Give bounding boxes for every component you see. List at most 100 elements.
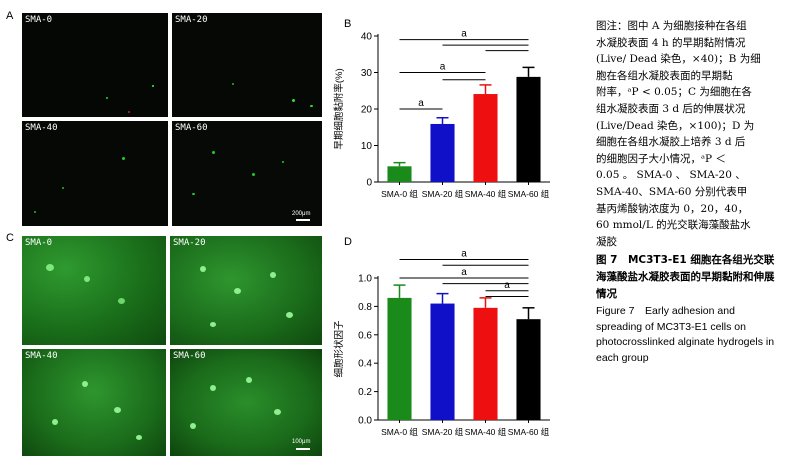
caption-line: 组水凝胶表面 3 d 后的伸展状况 [596,102,746,115]
micrograph-label: SMA-0 [25,238,53,248]
x-tick-label: SMA-0 组 [381,427,418,437]
caption-line: (Live/Dead 染色，×100)；D 为 [596,119,755,132]
cell-cluster [52,419,58,425]
scale-bar [296,219,310,221]
micrograph-label: SMA-0 [25,15,53,25]
panel-b-letter: B [344,18,352,30]
caption-line: 基丙烯酸钠浓度为 0，20，40， [596,202,749,215]
cell-cluster [246,377,252,383]
bar [430,303,455,420]
caption-line: 胞在各组水凝胶表面的早期黏 [596,69,733,82]
micrograph-a-sma20: SMA-20 [172,13,322,117]
caption-line: (Live/ Dead 染色，×40)；B 为细 [596,53,761,66]
micrograph-a-sma0: SMA-0 [22,13,168,117]
significance-label: a [461,249,467,260]
caption-line: 水凝胶表面 4 h 的早期黏附情况 [596,36,746,49]
micrograph-a-sma40: SMA-40 [22,121,168,226]
cell-dot [310,105,313,107]
cell-cluster [82,381,88,387]
cell-dot [128,111,130,113]
y-tick-label: 10 [361,141,373,152]
caption-line: 附率，ᵃP < 0.05；C 为细胞在各 [596,86,752,99]
panel-a-letter: A [6,10,14,22]
significance-label: a [461,267,467,278]
figure-title-chinese: 图 7 MC3T3-E1 细胞在各组光交联海藻酸盐水凝胶表面的早期黏附和伸展情况 [596,254,775,300]
caption-line: SMA-40、SMA-60 分别代表甲 [596,185,748,198]
cell-dot [212,151,215,154]
figure-caption: 图注：图中 A 为细胞接种在各组 水凝胶表面 4 h 的早期黏附情况 (Live… [596,18,778,366]
caption-line: 的细胞因子大小情况，ᵃP ＜ [596,152,726,165]
y-tick-label: 0.0 [358,416,372,427]
x-tick-label: SMA-40 组 [465,189,507,199]
micrograph-c-sma20: SMA-20 [170,236,322,345]
y-axis-label: 细胞形状因子 [333,320,345,378]
micrograph-label: SMA-20 [173,238,206,248]
cell-cluster [234,288,241,294]
cell-cluster [46,264,54,271]
bar [516,76,541,182]
y-tick-label: 30 [361,68,373,79]
cell-dot [62,187,64,189]
cell-cluster [114,407,121,413]
cell-dot [152,85,154,87]
cell-dot [122,157,125,160]
micrograph-label: SMA-40 [25,123,58,133]
y-tick-label: 0.4 [358,359,372,370]
significance-label: a [440,62,446,73]
y-tick-label: 0.6 [358,330,372,341]
cell-dot [192,193,195,195]
bar [387,166,412,182]
chart-b-early-adhesion-rate: 0 10 20 30 40 早期细胞黏附率(%) SMA-0 组 SMA-20 组 SMA-40… [333,29,550,199]
cell-dot [106,97,108,99]
scale-bar [296,448,310,450]
y-axis-label: 早期细胞黏附率(%) [333,68,345,149]
bar [473,94,498,182]
panel-c-letter: C [6,232,14,244]
y-tick-label: 0.2 [358,387,372,398]
cell-dot [292,99,295,102]
cell-dot [34,211,36,213]
x-tick-label: SMA-60 组 [508,189,550,199]
y-tick-label: 0.8 [358,302,372,313]
significance-label: a [461,29,467,40]
caption-line: 图注：图中 A 为细胞接种在各组 [596,20,747,32]
cell-dot [282,161,284,163]
micrograph-label: SMA-20 [175,15,208,25]
micrograph-label: SMA-40 [25,351,58,361]
bar [473,307,498,420]
cell-cluster [136,435,142,440]
cell-cluster [200,266,206,272]
micrograph-label: SMA-60 [175,123,208,133]
caption-line: 0.05 。 SMA-0 、 SMA-20 、 [596,169,746,182]
micrograph-c-sma60: SMA-60 100μm [170,349,322,456]
micrograph-c-sma40: SMA-40 [22,349,166,456]
x-tick-label: SMA-40 组 [465,427,507,437]
significance-label: a [418,98,424,109]
bar [387,297,412,420]
y-tick-label: 40 [361,32,373,43]
cell-cluster [118,298,125,304]
x-tick-label: SMA-0 组 [381,189,418,199]
cell-cluster [210,385,216,391]
caption-line: 60 mmol/L 的光交联海藻酸盐水 [596,219,751,232]
cell-cluster [286,312,293,318]
cell-cluster [190,423,196,429]
x-tick-label: SMA-20 组 [422,189,464,199]
cell-cluster [84,276,90,282]
cell-cluster [274,409,281,415]
caption-note: 图注：图中 A 为细胞接种在各组 水凝胶表面 4 h 的早期黏附情况 (Live… [596,18,778,250]
y-tick-label: 20 [361,105,373,116]
figure-title-english: Figure 7 Early adhesion and spreading of… [596,305,775,364]
scale-bar-label: 100μm [292,439,311,445]
cell-dot [232,83,234,85]
y-tick-label: 1.0 [358,274,372,285]
micrograph-c-sma0: SMA-0 [22,236,166,345]
x-tick-label: SMA-60 组 [508,427,550,437]
micrograph-a-sma60: SMA-60 200μm [172,121,322,226]
panel-d-letter: D [344,236,352,248]
caption-line: 细胞在各组水凝胶上培养 3 d 后 [596,136,746,149]
caption-line: 凝胶 [596,235,617,248]
cell-cluster [270,272,276,278]
cell-cluster [210,322,216,327]
